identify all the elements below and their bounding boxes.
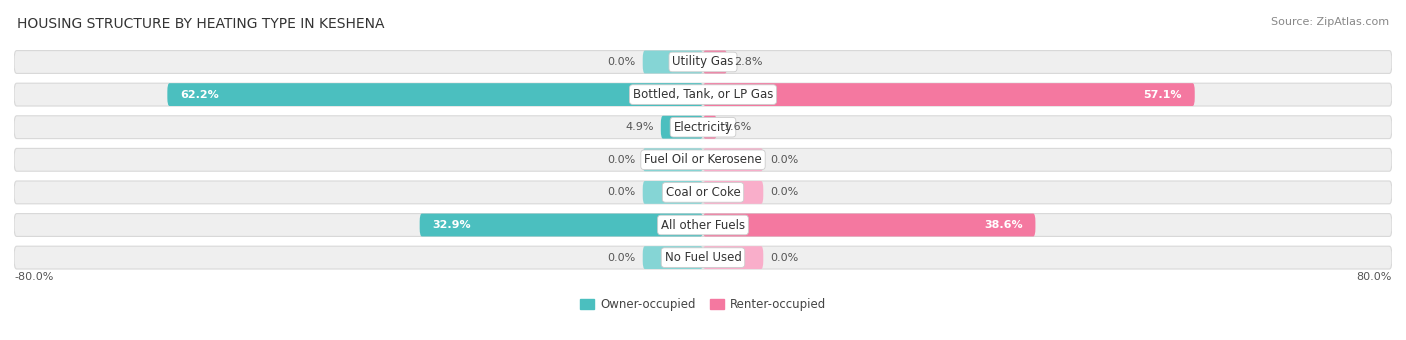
Text: 4.9%: 4.9% [626,122,654,132]
Text: All other Fuels: All other Fuels [661,219,745,232]
FancyBboxPatch shape [643,181,703,204]
FancyBboxPatch shape [14,148,1392,171]
Text: -80.0%: -80.0% [14,272,53,282]
Text: Fuel Oil or Kerosene: Fuel Oil or Kerosene [644,153,762,166]
FancyBboxPatch shape [14,83,1392,106]
Text: Utility Gas: Utility Gas [672,55,734,68]
FancyBboxPatch shape [14,181,1392,204]
FancyBboxPatch shape [703,148,763,171]
Text: 0.0%: 0.0% [607,57,636,67]
Text: 0.0%: 0.0% [770,155,799,165]
FancyBboxPatch shape [14,116,1392,139]
Text: 32.9%: 32.9% [433,220,471,230]
FancyBboxPatch shape [661,116,703,139]
FancyBboxPatch shape [14,246,1392,269]
FancyBboxPatch shape [14,214,1392,236]
FancyBboxPatch shape [14,51,1392,73]
FancyBboxPatch shape [703,83,1195,106]
Text: Coal or Coke: Coal or Coke [665,186,741,199]
FancyBboxPatch shape [643,148,703,171]
FancyBboxPatch shape [643,51,703,73]
FancyBboxPatch shape [703,116,717,139]
Text: HOUSING STRUCTURE BY HEATING TYPE IN KESHENA: HOUSING STRUCTURE BY HEATING TYPE IN KES… [17,17,384,31]
FancyBboxPatch shape [167,83,703,106]
FancyBboxPatch shape [703,181,763,204]
Text: 80.0%: 80.0% [1357,272,1392,282]
FancyBboxPatch shape [419,214,703,236]
Text: 0.0%: 0.0% [770,187,799,198]
Text: 62.2%: 62.2% [180,90,219,100]
Text: 0.0%: 0.0% [607,187,636,198]
FancyBboxPatch shape [703,214,1035,236]
Text: 38.6%: 38.6% [984,220,1022,230]
Text: 57.1%: 57.1% [1143,90,1182,100]
Legend: Owner-occupied, Renter-occupied: Owner-occupied, Renter-occupied [575,293,831,316]
Text: No Fuel Used: No Fuel Used [665,251,741,264]
Text: 2.8%: 2.8% [734,57,762,67]
FancyBboxPatch shape [703,246,763,269]
Text: Electricity: Electricity [673,121,733,134]
Text: 0.0%: 0.0% [770,253,799,262]
Text: Source: ZipAtlas.com: Source: ZipAtlas.com [1271,17,1389,27]
FancyBboxPatch shape [703,51,727,73]
Text: Bottled, Tank, or LP Gas: Bottled, Tank, or LP Gas [633,88,773,101]
FancyBboxPatch shape [643,246,703,269]
Text: 0.0%: 0.0% [607,253,636,262]
Text: 0.0%: 0.0% [607,155,636,165]
Text: 1.6%: 1.6% [724,122,752,132]
